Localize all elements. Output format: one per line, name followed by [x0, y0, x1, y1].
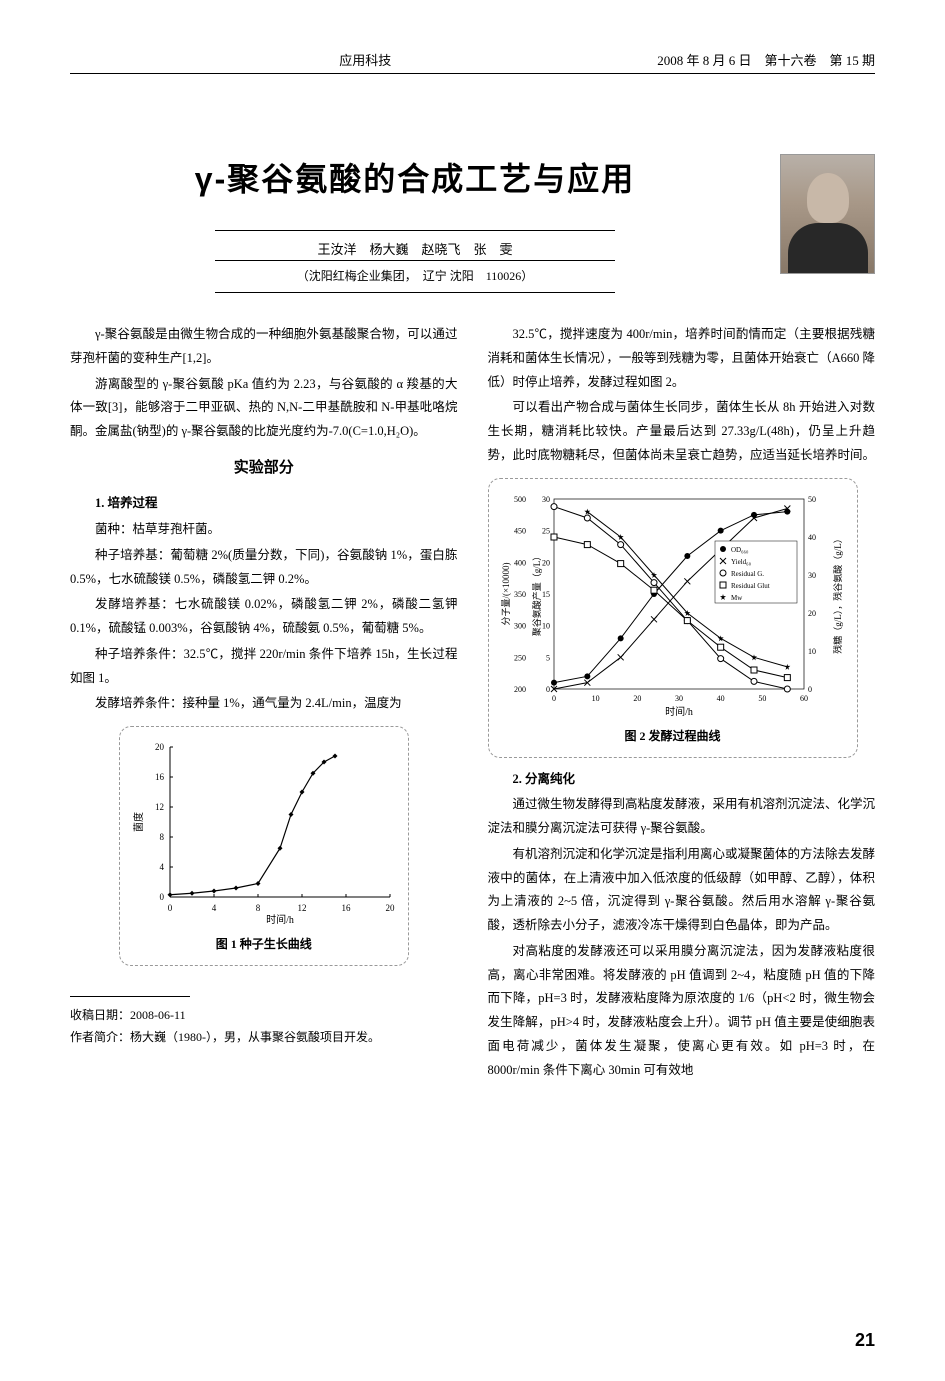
svg-text:Mw: Mw [731, 594, 743, 602]
svg-text:OD₆₆₀: OD₆₆₀ [731, 546, 749, 554]
title-block: γ-聚谷氨酸的合成工艺与应用 王汝洋 杨大巍 赵晓飞 张 雯 （沈阳红梅企业集团… [70, 154, 760, 293]
chart1-svg: 0 4 8 12 16 20 0 4 8 12 16 20 时间/h 菌度 [130, 737, 400, 927]
para: γ-聚谷氨酸是由微生物合成的一种细胞外氨基酸聚合物，可以通过芽孢杆菌的变种生产[… [70, 323, 458, 371]
svg-text:400: 400 [514, 558, 526, 567]
section-heading: 实验部分 [70, 454, 458, 483]
date-label: 收稿日期： [70, 1008, 130, 1022]
svg-text:8: 8 [159, 832, 164, 842]
subsection-heading: 2. 分离纯化 [488, 768, 876, 792]
affiliation: （沈阳红梅企业集团， 辽宁 沈阳 110026） [215, 267, 615, 293]
svg-text:30: 30 [808, 571, 816, 580]
author-photo [780, 154, 875, 274]
svg-text:20: 20 [808, 609, 816, 618]
svg-text:0: 0 [808, 685, 812, 694]
svg-text:0: 0 [168, 903, 173, 913]
svg-text:4: 4 [159, 862, 164, 872]
para: 游离酸型的 γ-聚谷氨酸 pKa 值约为 2.23，与谷氨酸的 α 羧基的大体一… [70, 373, 458, 444]
svg-text:0: 0 [159, 892, 164, 902]
figure-2: 2002503003504004505000510152025300102030… [488, 478, 858, 758]
authors: 王汝洋 杨大巍 赵晓飞 张 雯 [215, 230, 615, 261]
page-number: 21 [855, 1330, 875, 1351]
date-value: 2008-06-11 [130, 1008, 186, 1022]
svg-text:50: 50 [808, 495, 816, 504]
bio-label: 作者简介： [70, 1030, 130, 1044]
svg-text:聚谷氨酸产量（g/L）: 聚谷氨酸产量（g/L） [531, 551, 542, 636]
para: 种子培养条件：32.5℃，搅拌 220r/min 条件下培养 15h，生长过程如… [70, 643, 458, 691]
svg-text:10: 10 [542, 621, 550, 630]
body-columns: γ-聚谷氨酸是由微生物合成的一种细胞外氨基酸聚合物，可以通过芽孢杆菌的变种生产[… [70, 323, 875, 1084]
left-column: γ-聚谷氨酸是由微生物合成的一种细胞外氨基酸聚合物，可以通过芽孢杆菌的变种生产[… [70, 323, 458, 1084]
svg-text:20: 20 [385, 903, 395, 913]
para: 通过微生物发酵得到高粘度发酵液，采用有机溶剂沉淀法、化学沉淀法和膜分离沉淀法可获… [488, 793, 876, 841]
svg-text:20: 20 [542, 558, 550, 567]
svg-text:30: 30 [675, 694, 683, 703]
page-header: 应用科技 2008 年 8 月 6 日 第十六卷 第 15 期 [70, 50, 875, 74]
article-title: γ-聚谷氨酸的合成工艺与应用 [70, 154, 760, 200]
svg-text:4: 4 [212, 903, 217, 913]
svg-text:菌度: 菌度 [132, 812, 145, 832]
svg-text:30: 30 [542, 495, 550, 504]
svg-text:0: 0 [546, 685, 550, 694]
right-column: 32.5℃，搅拌速度为 400r/min，培养时间酌情而定（主要根据残糖消耗和菌… [488, 323, 876, 1084]
svg-text:分子量/(×10000): 分子量/(×10000) [501, 562, 511, 625]
svg-text:Residual Glut: Residual Glut [731, 582, 770, 590]
figure-2-caption: 图 2 发酵过程曲线 [499, 725, 847, 748]
svg-text:16: 16 [155, 772, 165, 782]
issue-info: 2008 年 8 月 6 日 第十六卷 第 15 期 [657, 50, 875, 69]
svg-text:20: 20 [633, 694, 641, 703]
svg-text:Residual G.: Residual G. [731, 570, 764, 578]
figure-1: 0 4 8 12 16 20 0 4 8 12 16 20 时间/h 菌度 图 1 种子生长曲线 [119, 726, 409, 966]
svg-text:12: 12 [297, 903, 306, 913]
svg-text:8: 8 [256, 903, 261, 913]
svg-text:350: 350 [514, 590, 526, 599]
svg-text:25: 25 [542, 526, 550, 535]
journal-name: 应用科技 [339, 50, 391, 69]
svg-text:40: 40 [716, 694, 724, 703]
svg-text:10: 10 [808, 647, 816, 656]
para: 菌种：枯草芽孢杆菌。 [70, 518, 458, 542]
para: 可以看出产物合成与菌体生长同步，菌体生长从 8h 开始进入对数生长期，糖消耗比较… [488, 396, 876, 467]
svg-text:16: 16 [341, 903, 351, 913]
para: 对高粘度的发酵液还可以采用膜分离沉淀法，因为发酵液粘度很高，离心非常困难。将发酵… [488, 940, 876, 1083]
svg-text:时间/h: 时间/h [266, 913, 294, 926]
svg-text:500: 500 [514, 495, 526, 504]
svg-text:时间/h: 时间/h [665, 705, 693, 718]
svg-text:Yield₆₀: Yield₆₀ [731, 558, 752, 566]
svg-text:15: 15 [542, 590, 550, 599]
svg-text:5: 5 [546, 653, 550, 662]
svg-text:60: 60 [800, 694, 808, 703]
para: 发酵培养条件：接种量 1%，通气量为 2.4L/min，温度为 [70, 692, 458, 716]
svg-text:10: 10 [591, 694, 599, 703]
svg-text:50: 50 [758, 694, 766, 703]
para: 32.5℃，搅拌速度为 400r/min，培养时间酌情而定（主要根据残糖消耗和菌… [488, 323, 876, 394]
svg-text:残糖（g/L），残谷氨酸（g/L）: 残糖（g/L），残谷氨酸（g/L） [832, 534, 843, 654]
svg-text:12: 12 [155, 802, 164, 812]
para: 发酵培养基：七水硫酸镁 0.02%，磷酸氢二钾 2%，磷酸二氢钾 0.1%，硫酸… [70, 593, 458, 641]
figure-1-caption: 图 1 种子生长曲线 [130, 933, 398, 956]
title-row: γ-聚谷氨酸的合成工艺与应用 王汝洋 杨大巍 赵晓飞 张 雯 （沈阳红梅企业集团… [70, 154, 875, 293]
para: 有机溶剂沉淀和化学沉淀是指利用离心或凝聚菌体的方法除去发酵液中的菌体，在上清液中… [488, 843, 876, 938]
bio-value: 杨大巍（1980-），男，从事聚谷氨酸项目开发。 [130, 1030, 380, 1044]
svg-text:300: 300 [514, 621, 526, 630]
para: 种子培养基：葡萄糖 2%(质量分数，下同)，谷氨酸钠 1%，蛋白胨 0.5%，七… [70, 544, 458, 592]
svg-text:450: 450 [514, 526, 526, 535]
svg-text:200: 200 [514, 685, 526, 694]
received-date: 收稿日期：2008-06-11 [70, 1005, 458, 1027]
author-bio: 作者简介：杨大巍（1980-），男，从事聚谷氨酸项目开发。 [70, 1027, 458, 1049]
subsection-heading: 1. 培养过程 [70, 492, 458, 516]
svg-text:40: 40 [808, 533, 816, 542]
svg-text:250: 250 [514, 653, 526, 662]
svg-text:0: 0 [552, 694, 556, 703]
chart2-svg: 2002503003504004505000510152025300102030… [499, 489, 849, 719]
svg-text:20: 20 [155, 742, 165, 752]
footnote-block: 收稿日期：2008-06-11 作者简介：杨大巍（1980-），男，从事聚谷氨酸… [70, 996, 458, 1048]
header-spacer [70, 50, 73, 69]
footnote-rule [70, 996, 190, 997]
